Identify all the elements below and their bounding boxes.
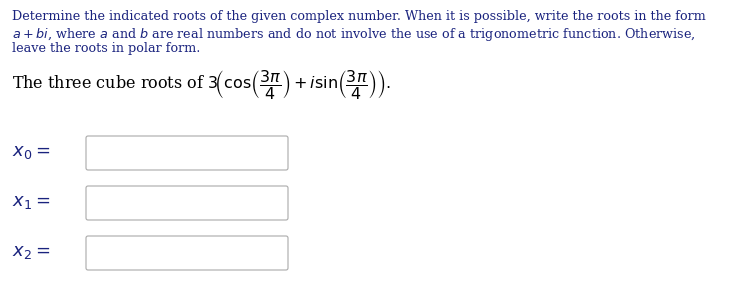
Text: Determine the indicated roots of the given complex number. When it is possible, : Determine the indicated roots of the giv… [12,10,706,23]
FancyBboxPatch shape [86,136,288,170]
FancyBboxPatch shape [86,236,288,270]
Text: leave the roots in polar form.: leave the roots in polar form. [12,42,201,55]
Text: $x_1 =$: $x_1 =$ [12,193,51,211]
Text: The three cube roots of $3\!\left(\cos\!\left(\dfrac{3\pi}{4}\right) + i\sin\!\l: The three cube roots of $3\!\left(\cos\!… [12,68,391,101]
Text: $x_2 =$: $x_2 =$ [12,243,51,261]
Text: $x_0 =$: $x_0 =$ [12,143,51,161]
FancyBboxPatch shape [86,186,288,220]
Text: $a + bi$, where $a$ and $b$ are real numbers and do not involve the use of a tri: $a + bi$, where $a$ and $b$ are real num… [12,26,696,43]
